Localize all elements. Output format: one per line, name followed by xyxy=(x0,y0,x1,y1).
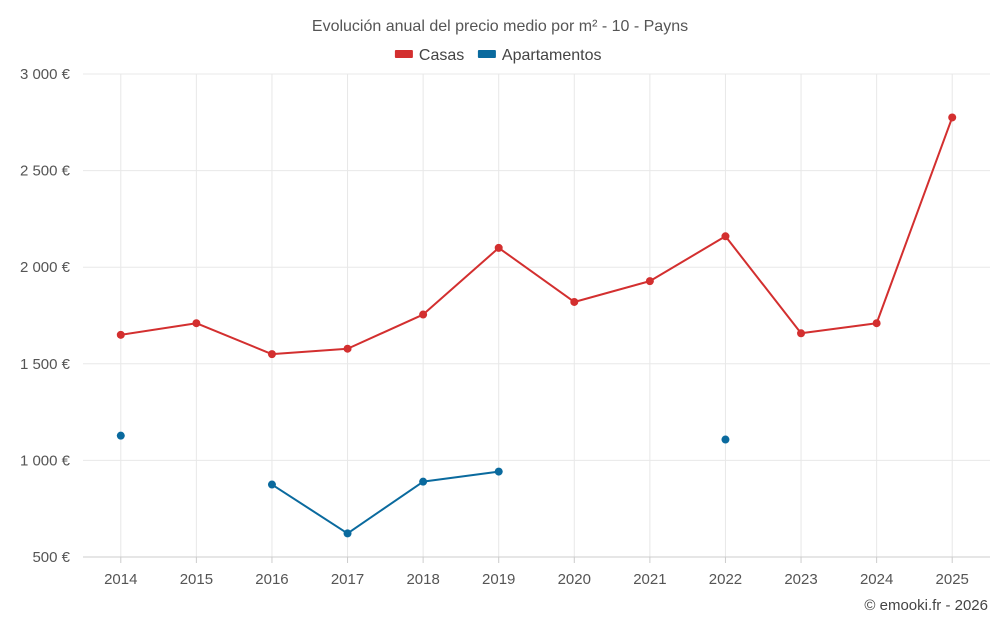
data-point[interactable] xyxy=(721,435,730,444)
x-tick-label: 2023 xyxy=(784,571,817,588)
y-tick-label: 2 000 € xyxy=(20,259,71,276)
legend-item-apartamentos[interactable]: Apartamentos xyxy=(477,47,602,64)
data-point[interactable] xyxy=(419,477,428,486)
x-axis: 2014 2015 2016 2017 2018 2019 2020 2021 2022 2023… xyxy=(83,556,990,588)
series-apartamentos xyxy=(116,431,730,538)
data-point[interactable] xyxy=(645,277,654,286)
data-point[interactable] xyxy=(116,431,125,440)
series-line-segment xyxy=(120,117,954,356)
data-point[interactable] xyxy=(343,529,352,538)
y-tick-label: 1 000 € xyxy=(20,452,71,469)
data-point[interactable] xyxy=(267,350,276,359)
x-tick-label: 2025 xyxy=(936,571,969,588)
data-point[interactable] xyxy=(721,232,730,241)
data-point[interactable] xyxy=(797,329,806,338)
data-point[interactable] xyxy=(419,310,428,319)
data-point[interactable] xyxy=(872,319,881,328)
x-tick-label: 2014 xyxy=(104,571,137,588)
data-point[interactable] xyxy=(570,297,579,306)
y-tick-label: 2 500 € xyxy=(20,163,71,180)
legend-label: Apartamentos xyxy=(502,47,602,64)
legend-swatch xyxy=(477,50,496,58)
x-tick-label: 2016 xyxy=(255,571,288,588)
y-axis: 500 € 1 000 € 1 500 € 2 000 € 2 500 € 3 000 € xyxy=(20,66,71,566)
data-point[interactable] xyxy=(267,480,276,489)
chart-title: Evolución anual del precio medio por m² … xyxy=(312,18,688,35)
legend[interactable]: Casas Apartamentos xyxy=(394,47,602,64)
data-point[interactable] xyxy=(192,319,201,328)
x-tick-label: 2015 xyxy=(180,571,213,588)
x-tick-label: 2024 xyxy=(860,571,893,588)
x-tick-label: 2020 xyxy=(558,571,591,588)
grid xyxy=(83,73,990,558)
x-tick-label: 2019 xyxy=(482,571,515,588)
x-tick-label: 2018 xyxy=(406,571,439,588)
x-tick-label: 2017 xyxy=(331,571,364,588)
data-point[interactable] xyxy=(494,243,503,252)
data-point[interactable] xyxy=(494,467,503,476)
series-casas xyxy=(116,113,957,359)
x-tick-label: 2022 xyxy=(709,571,742,588)
series-layer xyxy=(116,113,957,538)
y-tick-label: 500 € xyxy=(32,549,70,566)
legend-swatch xyxy=(394,50,413,58)
credit-text: © emooki.fr - 2026 xyxy=(864,597,988,614)
data-point[interactable] xyxy=(343,344,352,353)
x-tick-label: 2021 xyxy=(633,571,666,588)
y-tick-label: 1 500 € xyxy=(20,356,71,373)
series-line-segment xyxy=(271,470,499,535)
data-point[interactable] xyxy=(948,113,957,122)
data-point[interactable] xyxy=(116,330,125,339)
legend-item-casas[interactable]: Casas xyxy=(394,47,464,64)
y-tick-label: 3 000 € xyxy=(20,66,71,83)
legend-label: Casas xyxy=(419,47,464,64)
